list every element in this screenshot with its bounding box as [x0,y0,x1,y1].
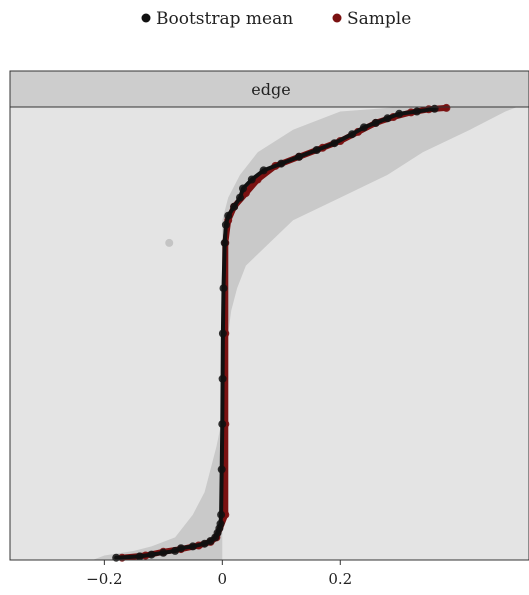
bootstrap-point-25 [247,175,256,184]
bootstrap-point-19 [220,238,229,247]
outlier-point [165,238,174,247]
bootstrap-point-28 [295,152,303,161]
legend-key-sample [332,13,342,23]
bootstrap-point-12 [216,519,225,528]
facet-strip-label: edge [251,80,290,99]
bootstrap-point-22 [230,202,239,211]
facet-strip: edge [10,71,529,107]
bootstrap-point-33 [371,118,380,127]
bootstrap-point-18 [219,284,228,293]
bootstrap-point-23 [236,193,244,202]
bootstrap-point-30 [330,139,339,148]
bootstrap-point-32 [359,123,368,132]
bootstrap-point-34 [383,114,392,123]
bootstrap-point-13 [217,510,226,519]
legend: Bootstrap mean Sample [141,9,411,29]
bootstrap-point-15 [218,420,227,429]
bootstrap-point-31 [348,130,357,139]
bootstrap-point-6 [188,542,197,551]
bootstrap-point-14 [217,465,226,474]
marks [112,103,451,562]
bootstrap-point-1 [135,552,144,561]
bootstrap-point-2 [147,550,156,559]
plot-panel-border [9,70,529,561]
legend-label-bootstrap: Bootstrap mean [156,9,293,29]
x-axis: −0.2 0 0.2 [86,560,352,588]
bootstrap-interval-band [92,107,518,560]
facet-strip-background [10,71,529,107]
bootstrap-point-24 [239,184,247,193]
bootstrap-point-16 [218,374,227,383]
sample-point-24 [442,103,451,112]
bootstrap-point-17 [218,329,227,338]
x-tick-label-2: 0.2 [328,570,352,588]
bootstrap-point-35 [395,109,404,118]
bootstrap-point-27 [277,159,286,168]
legend-label-sample: Sample [347,9,411,29]
bootstrap-point-21 [224,211,233,220]
bootstrap-point-3 [159,548,168,557]
x-tick-label-1: 0 [218,570,228,588]
x-tick-label-0: −0.2 [86,570,122,588]
bootstrap-point-37 [430,104,439,113]
bootstrap-point-29 [312,146,321,154]
bootstrap-point-36 [412,107,421,116]
bootstrap-point-5 [177,544,185,553]
bootstrap-point-20 [221,220,230,229]
legend-key-bootstrap [141,13,151,23]
bootstrap-point-26 [259,166,268,175]
